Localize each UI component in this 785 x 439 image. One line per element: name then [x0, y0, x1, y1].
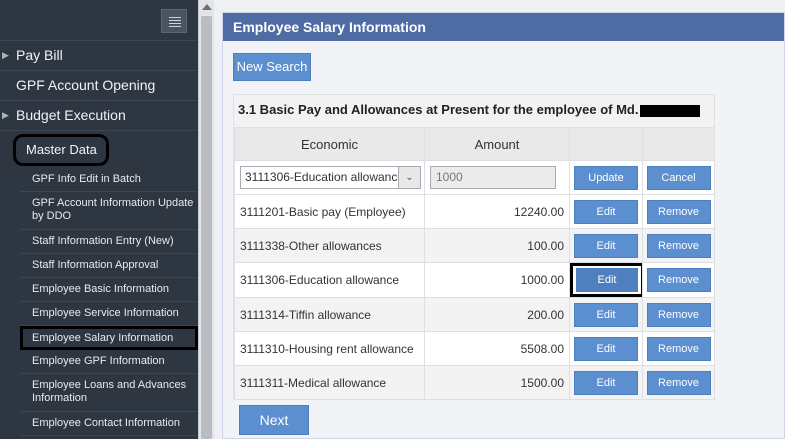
edit-cell: Edit — [569, 297, 643, 332]
table-row: 3111310-Housing rent allowance 5508.00 E… — [234, 331, 715, 366]
sidebar-scrollbar[interactable] — [198, 0, 214, 439]
economic-select-value: 3111306-Education allowance — [245, 170, 405, 184]
remove-cell: Remove — [642, 331, 715, 366]
scrollbar-thumb[interactable] — [201, 16, 212, 439]
column-header-economic: Economic — [234, 127, 425, 161]
edit-button[interactable]: Edit — [574, 199, 638, 224]
hamburger-menu-icon[interactable] — [161, 9, 187, 33]
edit-cell: Edit — [569, 194, 643, 229]
sidebar-item-label: GPF Account Opening — [16, 77, 156, 93]
edit-cell: Edit — [569, 228, 643, 263]
economic-cell: 3111306-Education allowance ⌄ — [234, 160, 425, 195]
amount-cell: 100.00 — [424, 228, 570, 263]
redacted-name — [640, 104, 701, 117]
sidebar: ▶ Pay Bill GPF Account Opening ▶ Budget … — [0, 0, 198, 439]
remove-cell: Remove — [642, 228, 715, 263]
table-row: 3111314-Tiffin allowance 200.00 Edit Rem… — [234, 297, 715, 332]
edit-row: 3111306-Education allowance ⌄ 1000 Updat… — [234, 160, 715, 195]
basic-pay-section: 3.1 Basic Pay and Allowances at Present … — [233, 94, 715, 400]
sidebar-item-staff-info-entry[interactable]: Staff Information Entry (New) — [20, 230, 198, 254]
scroll-up-arrow-icon[interactable] — [202, 4, 212, 10]
sidebar-item-staff-info-approval[interactable]: Staff Information Approval — [20, 254, 198, 278]
remove-cell: Remove — [642, 365, 715, 400]
table-row: 3111311-Medical allowance 1500.00 Edit R… — [234, 365, 715, 400]
economic-cell: 3111311-Medical allowance — [234, 365, 425, 400]
chevron-right-icon: ▶ — [2, 50, 9, 60]
amount-cell: 1500.00 — [424, 365, 570, 400]
new-search-button[interactable]: New Search — [233, 53, 311, 81]
sidebar-section-label: Master Data — [13, 134, 109, 166]
edit-cell: Edit — [569, 262, 644, 298]
sidebar-item-gpf-info-edit-batch[interactable]: GPF Info Edit in Batch — [20, 168, 198, 192]
edit-button[interactable]: Edit — [574, 370, 638, 395]
economic-cell: 3111306-Education allowance — [234, 262, 425, 298]
sidebar-item-employee-basic-info[interactable]: Employee Basic Information — [20, 278, 198, 302]
allowances-table: Economic Amount 3111306-Education allowa… — [234, 127, 715, 400]
economic-cell: 3111338-Other allowances — [234, 228, 425, 263]
sidebar-item-gpf-account-update[interactable]: GPF Account Information Update by DDO — [20, 192, 198, 230]
highlighted-edit-frame: Edit — [570, 263, 644, 297]
remove-button[interactable]: Remove — [646, 336, 711, 361]
amount-cell: 1000.00 — [424, 262, 570, 298]
sidebar-item-employee-contact-info[interactable]: Employee Contact Information — [20, 412, 198, 436]
edit-button[interactable]: Edit — [576, 268, 638, 292]
column-header-action-1 — [569, 127, 643, 161]
amount-cell: 1000 — [424, 160, 570, 195]
table-row: 3111306-Education allowance 1000.00 Edit… — [234, 262, 715, 298]
sidebar-item-label: Pay Bill — [16, 47, 63, 63]
sidebar-item-employee-gpf-info[interactable]: Employee GPF Information — [20, 350, 198, 374]
sidebar-top — [0, 0, 198, 40]
economic-select[interactable]: 3111306-Education allowance ⌄ — [240, 166, 421, 189]
sidebar-section-master-data[interactable]: Master Data — [0, 130, 198, 168]
sidebar-item-budget-execution[interactable]: ▶ Budget Execution — [0, 100, 198, 130]
table-header-row: Economic Amount — [234, 127, 715, 161]
edit-cell: Edit — [569, 331, 643, 366]
edit-cell: Edit — [569, 365, 643, 400]
sidebar-item-employee-service-info[interactable]: Employee Service Information — [20, 302, 198, 326]
economic-cell: 3111310-Housing rent allowance — [234, 331, 425, 366]
economic-cell: 3111314-Tiffin allowance — [234, 297, 425, 332]
remove-cell: Remove — [642, 194, 715, 229]
sidebar-item-employee-loans-info[interactable]: Employee Loans and Advances Information — [20, 374, 198, 412]
amount-input[interactable]: 1000 — [430, 166, 556, 189]
cancel-button[interactable]: Cancel — [646, 165, 711, 190]
sidebar-item-employee-salary-info[interactable]: Employee Salary Information — [20, 326, 198, 350]
amount-cell: 5508.00 — [424, 331, 570, 366]
update-cell: Update — [569, 160, 643, 195]
column-header-action-2 — [642, 127, 715, 161]
edit-button[interactable]: Edit — [574, 233, 638, 258]
sidebar-item-label: Budget Execution — [16, 107, 126, 123]
amount-cell: 200.00 — [424, 297, 570, 332]
table-row: 3111201-Basic pay (Employee) 12240.00 Ed… — [234, 194, 715, 229]
salary-panel: Employee Salary Information New Search 3… — [222, 12, 785, 439]
remove-button[interactable]: Remove — [646, 370, 711, 395]
amount-cell: 12240.00 — [424, 194, 570, 229]
section-title-text: 3.1 Basic Pay and Allowances at Present … — [238, 102, 639, 117]
edit-button[interactable]: Edit — [574, 302, 638, 327]
chevron-right-icon: ▶ — [2, 110, 9, 120]
remove-button[interactable]: Remove — [646, 302, 711, 327]
remove-cell: Remove — [642, 262, 715, 298]
economic-cell: 3111201-Basic pay (Employee) — [234, 194, 425, 229]
sidebar-item-gpf-account-opening[interactable]: GPF Account Opening — [0, 70, 198, 100]
remove-button[interactable]: Remove — [646, 199, 711, 224]
section-title: 3.1 Basic Pay and Allowances at Present … — [234, 95, 714, 127]
table-row: 3111338-Other allowances 100.00 Edit Rem… — [234, 228, 715, 263]
chevron-down-icon[interactable]: ⌄ — [398, 167, 420, 188]
remove-cell: Remove — [642, 297, 715, 332]
sidebar-item-pay-bill[interactable]: ▶ Pay Bill — [0, 40, 198, 70]
remove-button[interactable]: Remove — [646, 268, 711, 292]
next-button[interactable]: Next — [239, 405, 309, 435]
panel-title: Employee Salary Information — [223, 13, 784, 41]
edit-button[interactable]: Edit — [574, 336, 638, 361]
update-button[interactable]: Update — [574, 165, 638, 190]
remove-button[interactable]: Remove — [646, 233, 711, 258]
cancel-cell: Cancel — [642, 160, 715, 195]
column-header-amount: Amount — [424, 127, 570, 161]
